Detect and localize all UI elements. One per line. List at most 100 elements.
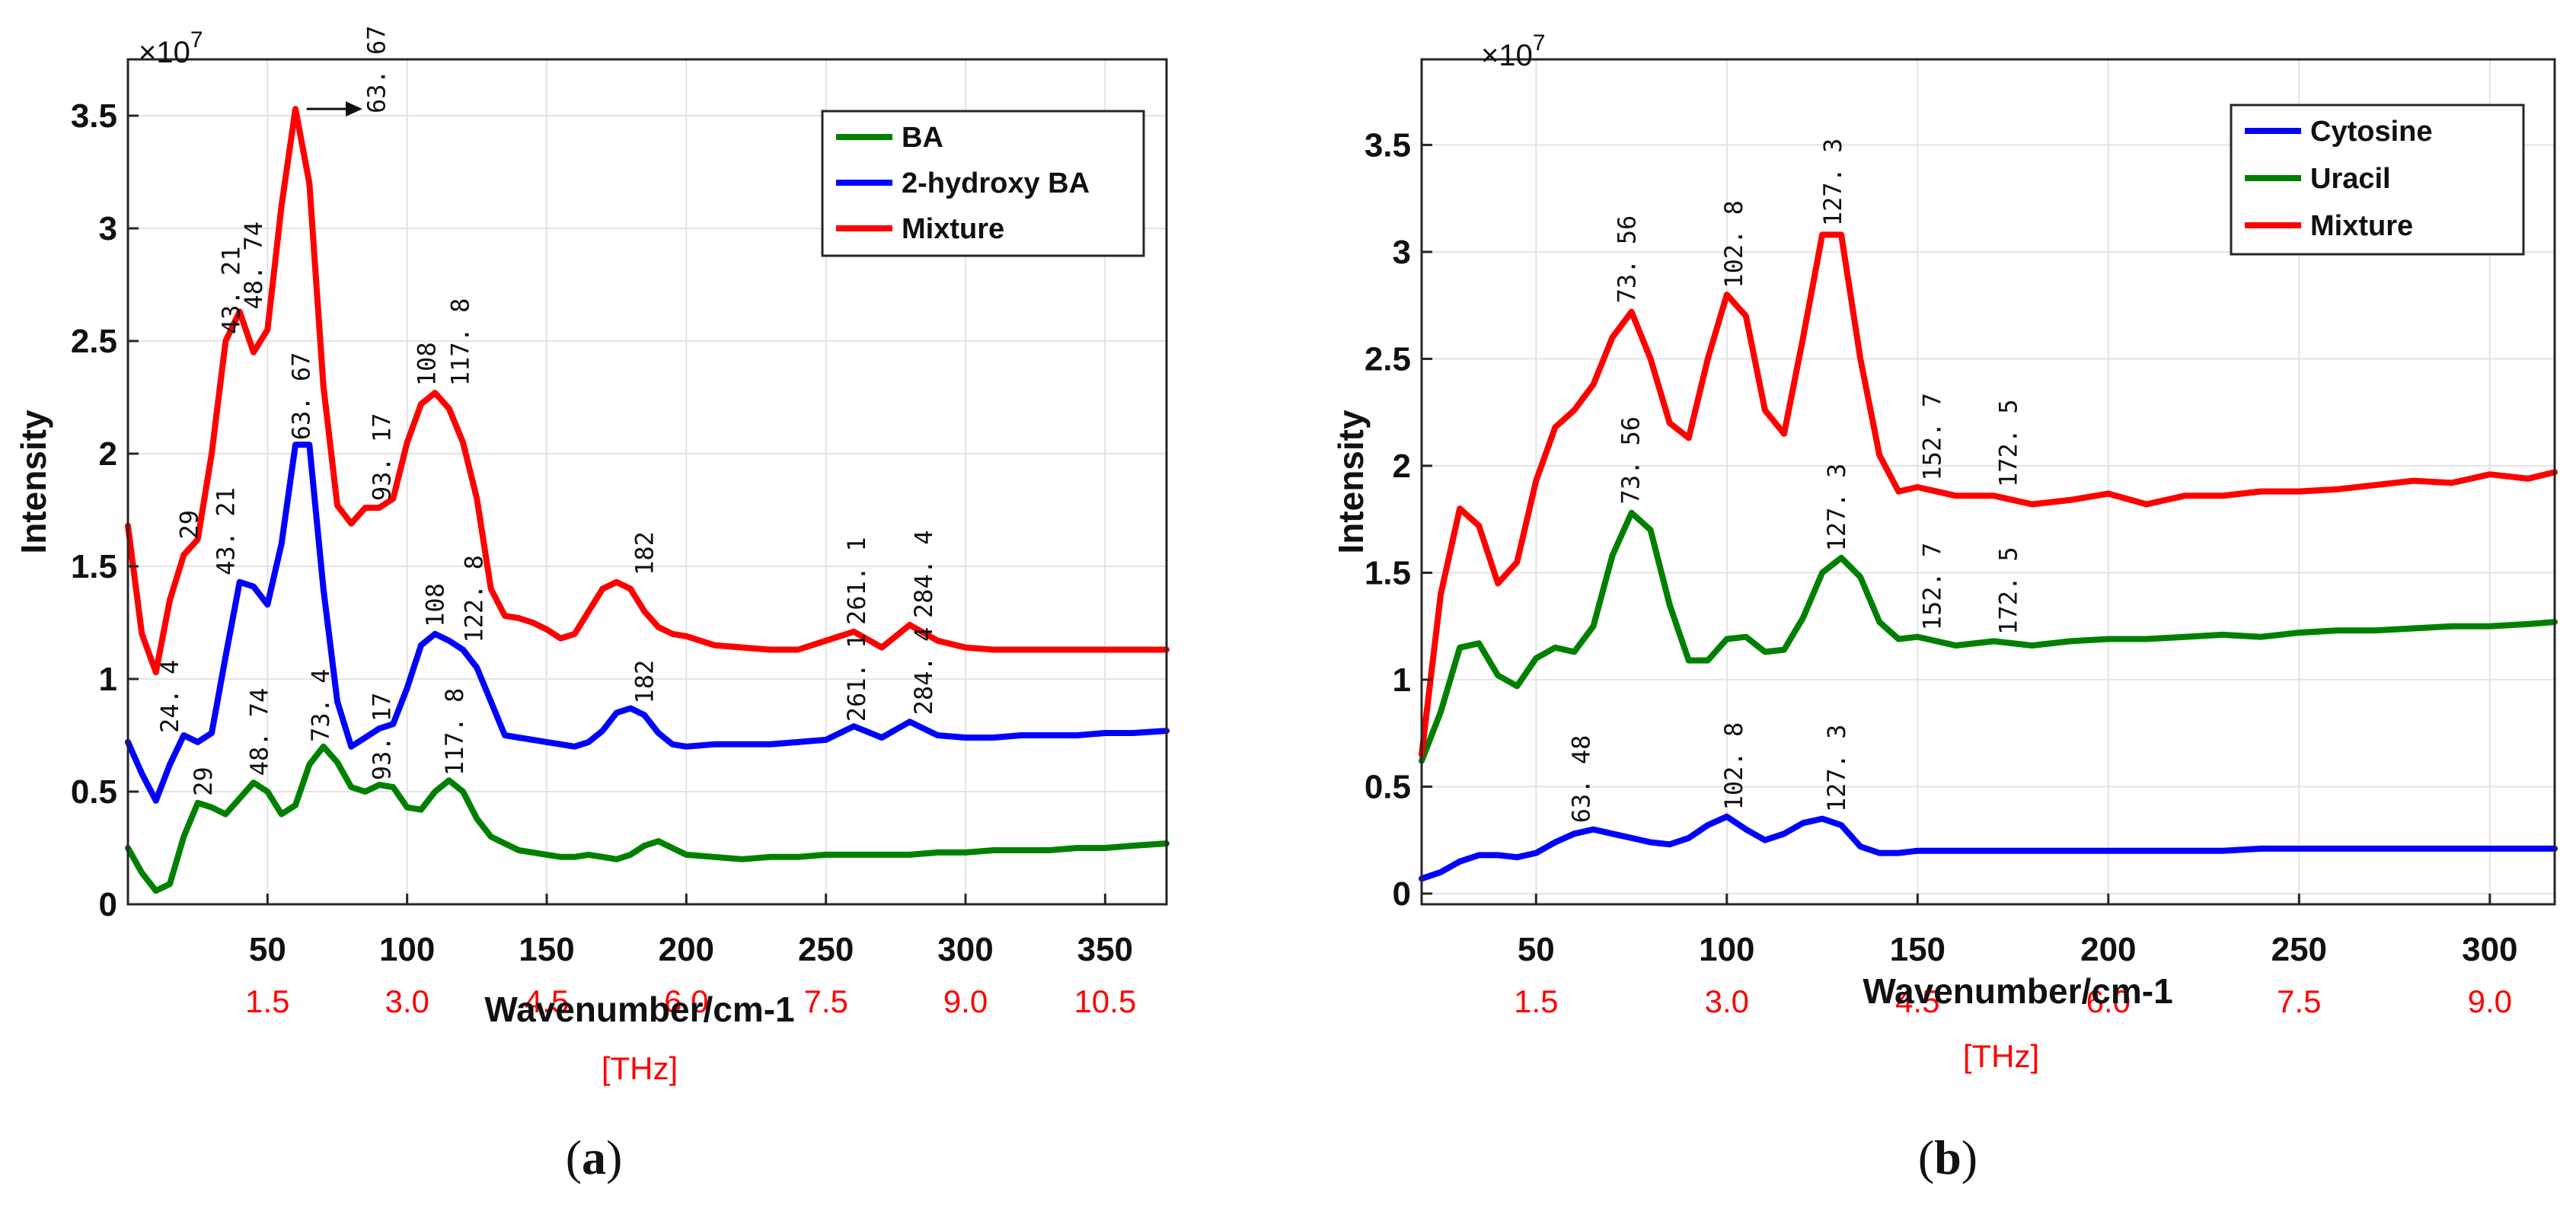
peak-annotation: 172. 5 [1994, 399, 2023, 487]
series-line-mixture [1419, 231, 2558, 758]
peak-annotation: 152. 7 [1917, 393, 1946, 481]
x-tick-label: 100 [379, 931, 435, 968]
peak-annotation: 102. 8 [1719, 200, 1748, 288]
caption-open-paren: ( [1918, 1130, 1934, 1184]
caption-close-paren: ) [1962, 1130, 1977, 1184]
legend-entry: Uracil [2310, 163, 2391, 195]
peak-annotation: 108 [420, 583, 449, 627]
y-exponent-label: ×107 [1481, 30, 1546, 72]
thz-tick-label: 3.0 [385, 983, 429, 1019]
y-tick-label: 2.5 [71, 323, 117, 360]
x-tick-label: 350 [1077, 931, 1133, 968]
series-line-uracil [1419, 509, 2558, 764]
thz-tick-label: 1.5 [245, 983, 289, 1019]
peak-annotation: 63. 48 [1566, 735, 1595, 824]
series-line-2-hydroxy-ba [125, 441, 1170, 804]
y-tick-label: 0.5 [1365, 768, 1411, 805]
y-axis-label: Intensity [1331, 410, 1371, 554]
thz-tick-label: 6.0 [664, 983, 708, 1019]
peak-annotation: 261. 1 [842, 537, 871, 625]
thz-tick-label: 7.5 [2277, 983, 2321, 1019]
y-axis-label: Intensity [14, 410, 53, 554]
y-tick-label: 1 [1393, 661, 1411, 699]
thz-tick-label: 9.0 [2468, 983, 2512, 1019]
peak-annotation: 182 [630, 531, 659, 575]
y-tick-label: 3 [99, 210, 117, 247]
peak-annotation: 152. 7 [1917, 543, 1946, 631]
y-tick-label: 0 [1393, 875, 1411, 913]
peak-arrow-head [346, 101, 362, 117]
x-tick-label: 300 [2462, 931, 2517, 968]
y-tick-label: 3.5 [1365, 126, 1411, 164]
y-tick-label: 0.5 [71, 773, 117, 811]
peak-annotation: 127. 3 [1822, 464, 1851, 552]
peak-annotation: 73. 56 [1613, 215, 1642, 304]
peak-annotation: 117. 8 [445, 298, 474, 387]
peak-annotation: 48. 74 [244, 688, 273, 776]
x-axis-label: Wavenumber/cm-1 [1863, 971, 2172, 1011]
peak-annotation: 93. 17 [368, 693, 397, 781]
thz-tick-label: 4.5 [1895, 983, 1939, 1019]
peak-annotation: 29 [175, 510, 204, 540]
peak-annotation: 73. 4 [306, 669, 335, 742]
thz-tick-label: 3.0 [1705, 983, 1749, 1019]
y-tick-label: 3 [1393, 234, 1411, 271]
peak-annotation: 127. 3 [1818, 139, 1847, 227]
peak-annotation: 43. 21 [217, 247, 246, 335]
x-tick-label: 150 [1890, 931, 1946, 968]
thz-tick-label: 7.5 [803, 983, 847, 1019]
caption-letter: a [582, 1130, 606, 1184]
caption-close-paren: ) [606, 1130, 622, 1184]
thz-tick-label: 10.5 [1074, 983, 1136, 1019]
peak-annotation: 127. 3 [1822, 725, 1851, 813]
caption-open-paren: ( [566, 1130, 582, 1184]
x-tick-label: 100 [1699, 931, 1754, 968]
legend-entry: Mixture [902, 213, 1004, 245]
y-tick-label: 1 [99, 661, 117, 698]
peak-annotation: 93. 17 [368, 413, 397, 502]
peak-annotation: 102. 8 [1719, 722, 1748, 811]
panel-b: 50 100 150 200 250 300 1.5 3.0 4.5 6.0 7.5 9.0 0 0.5 1… [1331, 30, 2558, 1184]
axes-frame [126, 58, 1168, 906]
caption-letter: b [1934, 1130, 1962, 1184]
series-line-mixture [125, 106, 1170, 676]
legend: BA 2-hydroxy BA Mixture [821, 110, 1145, 257]
legend: Cytosine Uracil Mixture [2230, 104, 2525, 256]
x-tick-label: 300 [937, 931, 993, 968]
y-tick-label: 3.5 [71, 97, 117, 135]
thz-tick-label: 9.0 [943, 983, 988, 1019]
series-line-cytosine [1419, 813, 2558, 882]
thz-unit-label: [THz] [602, 1050, 678, 1086]
thz-unit-label: [THz] [1963, 1038, 2039, 1074]
peak-annotation: 122. 8 [460, 555, 489, 643]
y-exponent-base: ×10 [139, 36, 190, 69]
y-tick-label: 2.5 [1365, 340, 1411, 378]
peak-annotation: 117. 8 [440, 688, 469, 776]
y-tick-label: 0 [99, 886, 117, 923]
series-line-ba [125, 743, 1170, 894]
peak-annotation: 284. 4 [909, 530, 938, 618]
x-tick-label: 150 [519, 931, 574, 968]
peak-annotation: 24. 4 [155, 660, 184, 733]
legend-entry: 2-hydroxy BA [902, 167, 1090, 199]
legend-entry: Cytosine [2310, 116, 2432, 148]
y-exponent-label: ×107 [139, 27, 203, 69]
peak-annotation: 29 [189, 767, 218, 796]
y-tick-label: 1.5 [71, 548, 117, 585]
thz-tick-label: 6.0 [2086, 983, 2131, 1019]
thz-tick-label: 4.5 [525, 983, 569, 1019]
legend-entry: Mixture [2310, 210, 2413, 242]
x-tick-label: 250 [798, 931, 854, 968]
y-tick-label: 1.5 [1365, 554, 1411, 591]
peak-annotation: 48. 74 [239, 222, 268, 310]
x-axis-label: Wavenumber/cm-1 [484, 990, 794, 1029]
x-tick-label: 200 [2080, 931, 2136, 968]
x-tick-label: 200 [659, 931, 714, 968]
panel-caption: (b) [1918, 1130, 1977, 1184]
y-exponent-power: 7 [1533, 30, 1546, 56]
peak-annotation: 108 [412, 342, 441, 386]
y-exponent-power: 7 [190, 27, 203, 53]
thz-tick-label: 1.5 [1514, 983, 1558, 1019]
peak-annotation: 182 [630, 660, 659, 704]
